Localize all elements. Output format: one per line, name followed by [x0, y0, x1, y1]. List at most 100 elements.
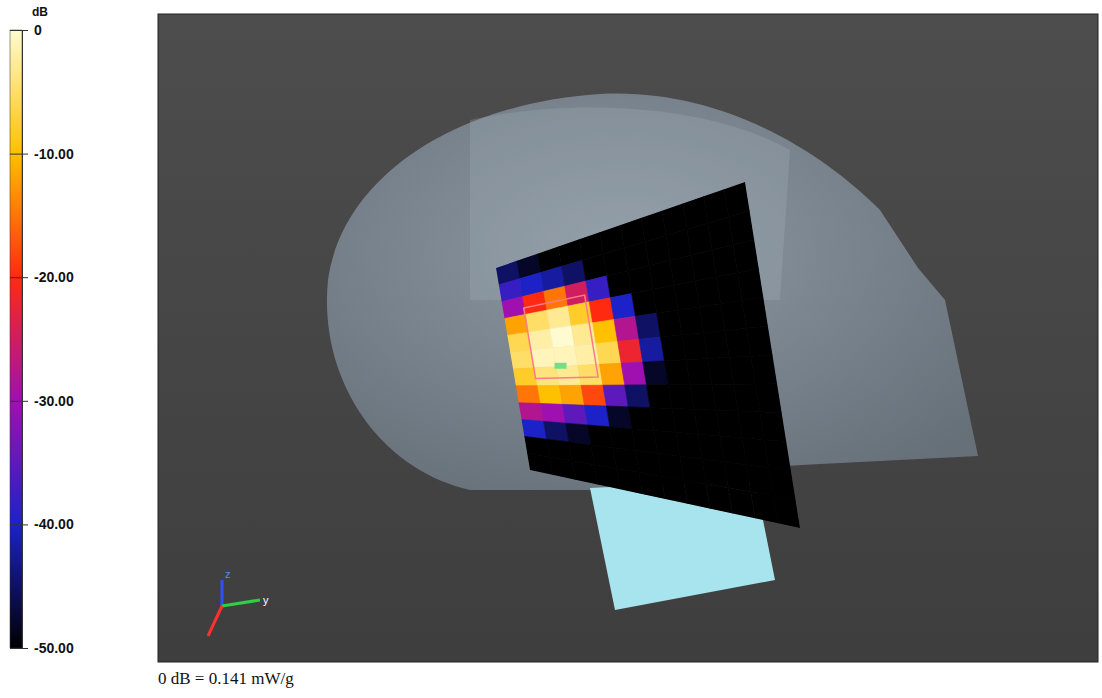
colorbar-tick-mark	[10, 401, 28, 402]
sar-cell	[600, 363, 625, 385]
sar-cell	[618, 339, 643, 363]
sar-cell	[769, 468, 796, 500]
sar-cell	[661, 335, 686, 361]
sar-cell	[586, 276, 611, 302]
sar-cell	[593, 320, 618, 344]
colorbar-tick-label: -10.00	[34, 146, 74, 162]
sar-cell	[559, 385, 584, 405]
zoom-scan-frame	[524, 295, 598, 378]
sar-cell	[526, 310, 550, 332]
sar-cell	[650, 408, 676, 433]
sar-cell	[607, 271, 632, 298]
sar-cell	[635, 313, 660, 339]
sar-cell	[686, 359, 712, 385]
sar-cell	[755, 384, 781, 413]
colorbar-tick-label: -40.00	[34, 516, 74, 532]
sar-cell	[610, 294, 635, 320]
sar-cell	[657, 310, 682, 337]
triad-label: y	[263, 594, 269, 606]
colorbar-tick: 0	[10, 22, 42, 38]
sar-cell	[742, 297, 768, 328]
sar-cell	[760, 412, 787, 442]
colorbar-tick: -50.00	[10, 640, 74, 656]
phantom-highlight	[470, 108, 790, 300]
colorbar-tick-label: -30.00	[34, 393, 74, 409]
sar-cell	[550, 326, 575, 348]
sar-cell	[682, 333, 708, 360]
sar-cell	[516, 386, 541, 404]
sar-cell	[654, 431, 680, 457]
sar-cell	[621, 362, 646, 385]
sar-cell	[572, 461, 598, 485]
sar-cell	[625, 385, 650, 408]
sar-cell	[670, 255, 695, 285]
sar-cell	[566, 423, 591, 445]
sar-cell	[588, 425, 613, 448]
colorbar-tick-mark	[10, 524, 28, 525]
sar-cell	[519, 403, 544, 422]
sar-cell	[664, 360, 690, 385]
sar-cell	[547, 306, 571, 329]
colorbar-tick: -30.00	[10, 393, 74, 409]
colorbar-tick-mark	[10, 154, 28, 155]
sar-cell	[764, 440, 791, 471]
triad-y	[222, 600, 260, 606]
sar-cell	[594, 465, 620, 490]
sar-cell	[751, 355, 777, 384]
sar-cell	[646, 385, 672, 409]
sar-cell	[550, 457, 575, 480]
reference-note: 0 dB = 0.141 mW/g	[158, 669, 294, 688]
sar-cell	[690, 384, 716, 410]
sar-cell	[538, 386, 563, 405]
sar-cell	[603, 385, 628, 407]
sar-cells	[496, 182, 800, 528]
colorbar	[10, 30, 22, 648]
sar-cell	[589, 298, 614, 323]
sar-cell	[738, 269, 764, 301]
colorbar-tick-label: 0	[34, 22, 42, 38]
figure: zy0-10.00-20.00-30.00-40.00-50.00dB0 dB …	[0, 0, 1102, 698]
sar-cell	[668, 385, 694, 410]
sar-cell	[532, 348, 557, 368]
sar-cell	[773, 495, 800, 528]
triad-z	[221, 580, 224, 606]
colorbar-tick-mark	[10, 277, 28, 278]
triad-label: z	[225, 568, 231, 580]
sar-cell	[653, 285, 678, 313]
colorbar-tick-label: -50.00	[34, 640, 74, 656]
sar-cell	[649, 260, 674, 289]
sar-cell	[581, 385, 606, 406]
colorbar-axis: 0 -10.00 -20.00 -30.00 -40.00 -50.00	[10, 22, 74, 656]
sar-cell	[610, 427, 636, 451]
sar-cell	[529, 329, 553, 350]
colorbar-tick: -20.00	[10, 269, 74, 285]
sar-cell	[678, 307, 703, 335]
colorbar-tick: -40.00	[10, 516, 74, 532]
sar-cell	[643, 361, 668, 385]
sar-cell	[617, 469, 643, 495]
colorbar-tick-mark	[10, 648, 28, 649]
probe-marker	[555, 363, 567, 369]
sar-cell	[596, 341, 621, 364]
sar-cell	[639, 337, 664, 362]
sar-cell	[628, 407, 654, 431]
sar-cell	[746, 326, 772, 356]
sar-cell	[606, 406, 631, 429]
colorbar-tick: -10.00	[10, 146, 74, 162]
sar-cell	[563, 404, 588, 425]
sar-cell	[674, 281, 699, 310]
axis-triad: zy	[208, 568, 269, 636]
sar-cell	[541, 404, 566, 424]
triad-x	[208, 606, 222, 636]
sar-cell	[729, 211, 754, 245]
sar-cell	[535, 367, 560, 386]
sar-cell	[632, 289, 657, 316]
sar-cell	[614, 316, 639, 341]
sar-cell	[666, 229, 691, 260]
phantom-head	[327, 94, 978, 490]
colorbar-title: dB	[32, 5, 48, 19]
colorbar-tick-mark	[10, 30, 28, 31]
sar-cell	[544, 421, 569, 442]
colorbar-axis-line	[23, 31, 29, 649]
render-background	[158, 14, 1098, 662]
